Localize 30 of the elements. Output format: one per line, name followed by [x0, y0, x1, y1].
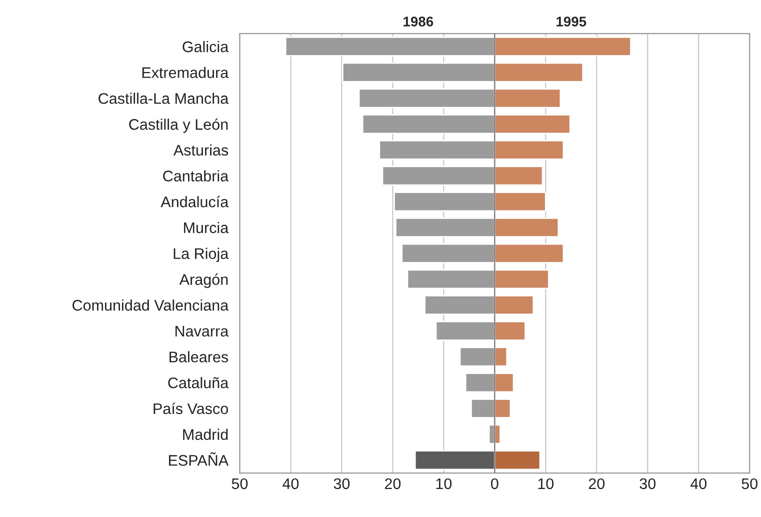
x-tick-label: 30: [334, 478, 350, 490]
y-tick-label: Castilla y León: [129, 118, 228, 133]
x-tick-label: 40: [282, 478, 299, 490]
y-tick-label: Navarra: [176, 326, 229, 337]
y-tick-label: Cataluña: [168, 377, 229, 388]
x-tick-label: 40: [690, 478, 706, 490]
y-tick-label: Madrid: [183, 428, 228, 440]
x-tick-label: 10: [538, 478, 554, 490]
y-tick-label: País Vasco: [154, 402, 228, 414]
y-tick-label: Cantabria: [163, 170, 229, 182]
x-tick-label: 0: [491, 478, 498, 490]
x-tick-label: 50: [742, 478, 758, 490]
y-tick-label: ESPAÑA: [168, 452, 229, 466]
x-tick-label: 50: [232, 478, 248, 490]
y-tick-label: Aragón: [179, 274, 228, 288]
x-tick-label: 10: [436, 478, 452, 490]
series-label: 1995: [556, 16, 586, 26]
y-tick-label: Comunidad Valenciana: [72, 299, 229, 311]
y-tick-label: Galicia: [182, 40, 229, 52]
x-tick-label: 30: [640, 478, 656, 490]
y-tick-label: Andalucía: [160, 196, 229, 208]
y-tick-label: Extremadura: [142, 66, 229, 78]
y-tick-label: La Rioja: [174, 248, 229, 262]
y-tick-label: Murcia: [184, 222, 229, 234]
x-tick-label: 20: [588, 478, 605, 490]
y-tick-label: Baleares: [170, 351, 228, 362]
y-tick-label: Asturias: [173, 144, 228, 156]
series-label: 1986: [404, 16, 434, 26]
y-tick-label: Castilla-La Mancha: [98, 92, 229, 104]
x-tick-label: 20: [384, 478, 401, 490]
